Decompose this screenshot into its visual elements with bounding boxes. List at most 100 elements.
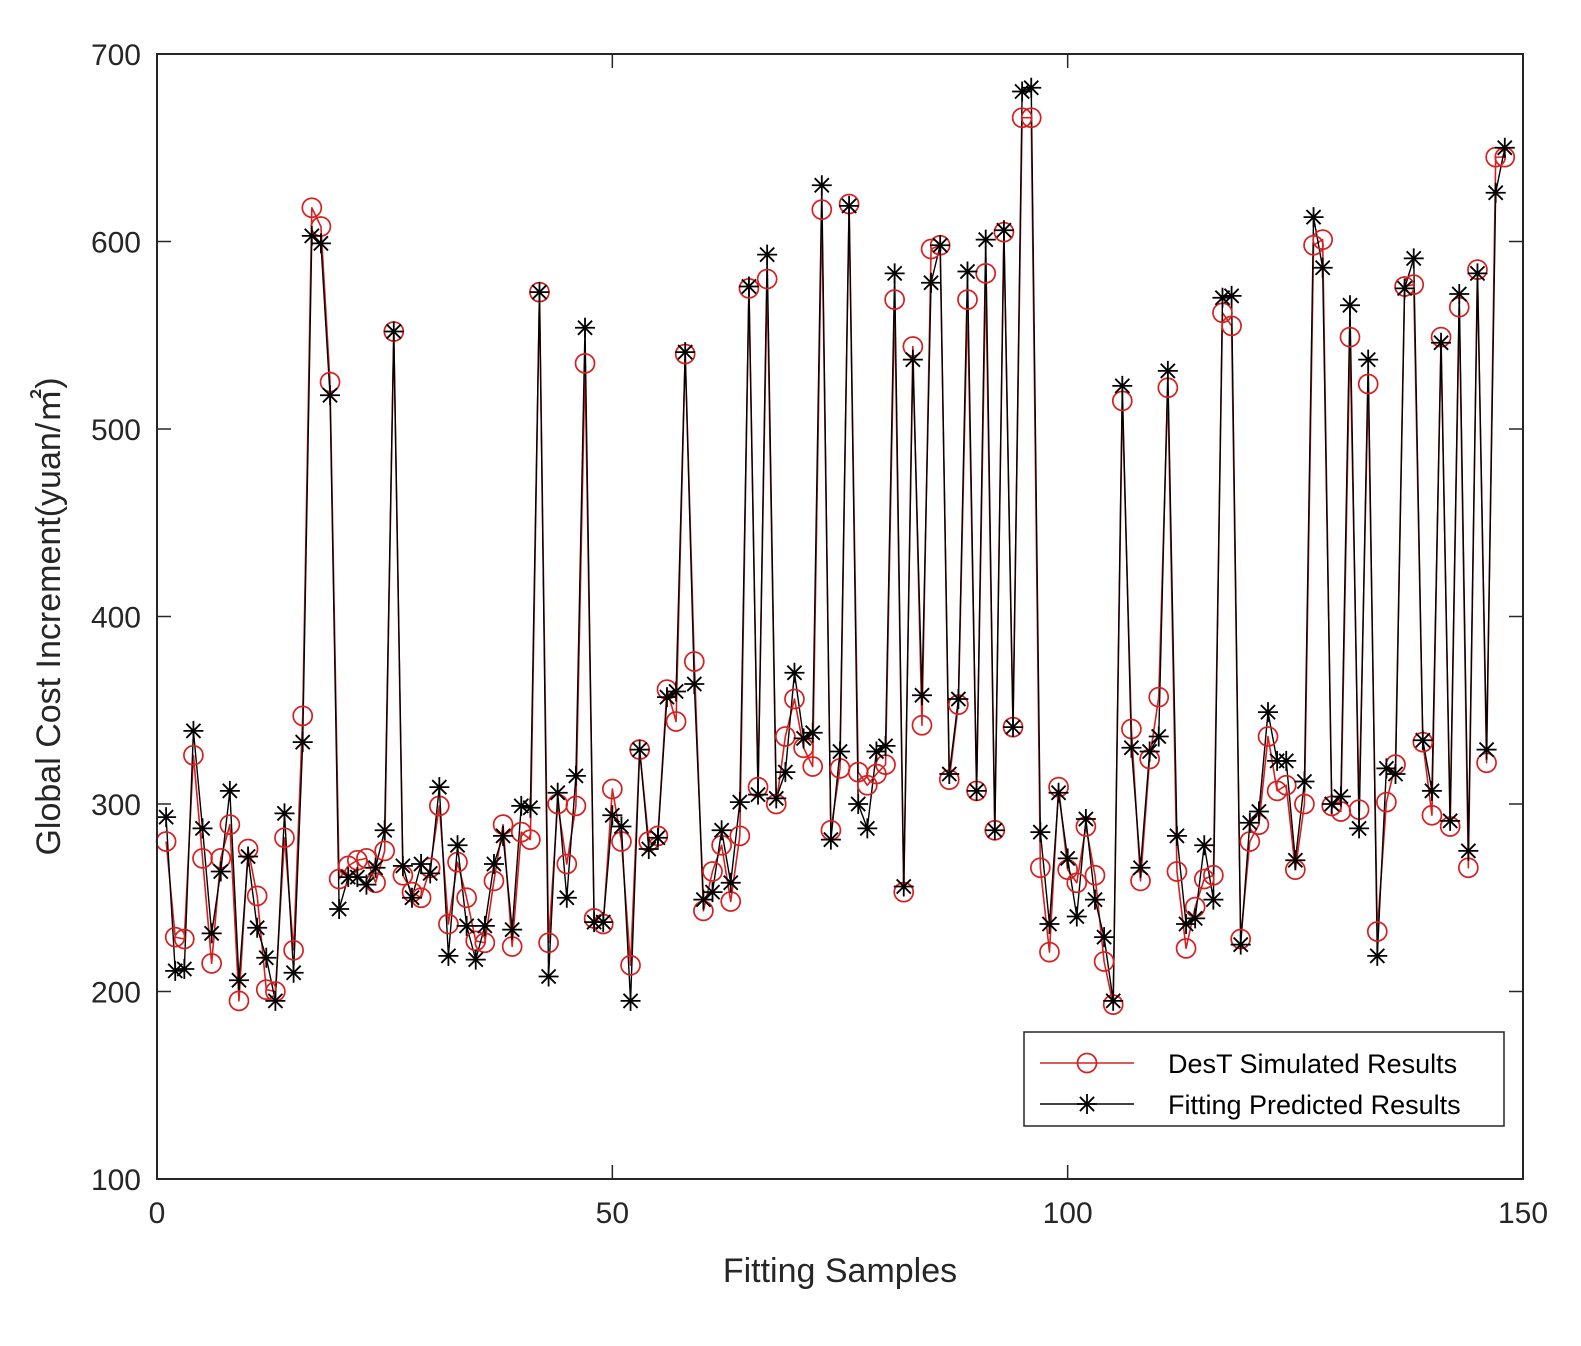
data-point-predicted <box>1057 848 1078 869</box>
data-point-simulated <box>702 861 723 882</box>
asterisk-stroke <box>276 805 293 822</box>
data-point-predicted <box>948 689 969 709</box>
asterisk-stroke <box>285 965 302 981</box>
data-point-predicted <box>356 874 377 895</box>
asterisk-stroke <box>950 691 967 707</box>
data-point-simulated <box>1166 861 1188 882</box>
data-point-predicted <box>984 820 1005 841</box>
asterisk-stroke <box>641 841 657 857</box>
asterisk-stroke <box>1342 297 1358 313</box>
asterisk-stroke <box>1442 813 1458 829</box>
data-point-simulated <box>729 825 751 847</box>
data-point-simulated <box>802 756 824 777</box>
asterisk-stroke <box>349 869 366 885</box>
series-layer <box>155 77 1516 1015</box>
y-tick-label: 200 <box>91 977 141 1010</box>
data-point-predicted <box>1349 818 1370 839</box>
data-point-predicted <box>966 780 987 801</box>
data-point-predicted <box>374 820 395 841</box>
y-axis-title: Global Cost Increment(yuan/㎡) <box>30 377 68 855</box>
data-point-simulated <box>456 887 477 909</box>
asterisk-stroke <box>531 284 548 300</box>
asterisk-stroke <box>568 768 584 784</box>
data-point-predicted <box>1258 702 1279 723</box>
y-tick-label: 300 <box>91 789 141 822</box>
data-point-simulated <box>756 268 778 290</box>
asterisk-stroke <box>1406 250 1422 267</box>
data-point-simulated <box>1203 864 1224 886</box>
y-tick-label: 400 <box>91 602 141 635</box>
asterisk-stroke <box>868 743 885 760</box>
asterisk-stroke <box>695 891 712 908</box>
data-point-predicted <box>857 818 878 839</box>
data-point-simulated <box>601 778 623 800</box>
asterisk-stroke <box>1096 929 1112 945</box>
asterisk-stroke <box>1078 811 1094 827</box>
data-point-simulated <box>1020 107 1042 129</box>
data-point-predicted <box>1139 741 1160 762</box>
asterisk-stroke <box>413 856 429 872</box>
asterisk-stroke <box>613 818 630 835</box>
data-point-predicted <box>620 990 641 1011</box>
x-axis-title: Fitting Samples <box>723 1252 957 1290</box>
data-point-simulated <box>1066 872 1088 894</box>
asterisk-stroke <box>386 323 402 340</box>
asterisk-stroke <box>650 830 666 846</box>
data-point-simulated <box>1312 229 1334 250</box>
asterisk-stroke <box>1196 837 1212 853</box>
data-point-predicted <box>1494 137 1515 158</box>
data-point-predicted <box>629 739 650 760</box>
asterisk-stroke <box>923 275 939 291</box>
data-point-predicted <box>1030 822 1051 843</box>
data-point-predicted <box>1130 857 1151 878</box>
data-point-simulated <box>1376 791 1397 813</box>
data-point-predicted <box>1467 263 1488 284</box>
data-point-predicted <box>283 962 304 983</box>
asterisk-stroke <box>677 344 693 360</box>
asterisk-stroke <box>304 228 320 244</box>
asterisk-stroke <box>249 920 265 936</box>
asterisk-stroke <box>1324 796 1340 812</box>
asterisk-stroke <box>977 231 994 248</box>
asterisk-stroke <box>367 860 384 876</box>
data-point-simulated <box>438 913 459 935</box>
data-point-predicted <box>1021 77 1042 98</box>
asterisk-stroke <box>686 676 703 692</box>
data-point-simulated <box>1148 686 1170 708</box>
x-tick-label: 50 <box>596 1197 629 1230</box>
asterisk-stroke <box>1433 335 1449 351</box>
data-point-simulated <box>1084 864 1106 886</box>
data-point-predicted <box>1003 717 1024 738</box>
data-point-predicted <box>1248 801 1269 822</box>
data-point-predicted <box>483 854 504 874</box>
data-point-predicted <box>802 722 823 743</box>
asterisk-stroke <box>768 790 784 807</box>
asterisk-stroke <box>850 796 866 812</box>
asterisk-stroke <box>1187 910 1203 927</box>
data-point-simulated <box>565 795 587 817</box>
data-point-simulated <box>292 705 314 727</box>
asterisk-stroke <box>595 914 611 930</box>
legend: DesT Simulated Results Fitting Predicted… <box>1023 1031 1505 1127</box>
legend-marker-circle <box>1076 1052 1098 1074</box>
asterisk-stroke <box>322 387 338 403</box>
data-point-predicted <box>830 741 850 762</box>
x-tick-label: 0 <box>149 1197 166 1230</box>
asterisk-stroke <box>313 235 329 252</box>
legend-entry-predicted: Fitting Predicted Results <box>1040 1090 1461 1120</box>
asterisk-stroke <box>1205 891 1222 908</box>
data-point-predicted <box>839 195 860 216</box>
data-point-predicted <box>183 720 204 741</box>
data-point-predicted <box>939 764 960 784</box>
asterisk-stroke <box>194 820 211 837</box>
data-point-predicted <box>538 966 559 987</box>
asterisk-stroke <box>1041 916 1058 932</box>
asterisk-stroke <box>158 809 174 825</box>
asterisk-stroke <box>1014 83 1030 100</box>
data-point-simulated <box>683 651 705 672</box>
data-point-predicted <box>401 887 422 908</box>
data-point-predicted <box>575 317 596 338</box>
asterisk-stroke <box>704 884 721 900</box>
asterisk-stroke <box>1351 820 1367 837</box>
